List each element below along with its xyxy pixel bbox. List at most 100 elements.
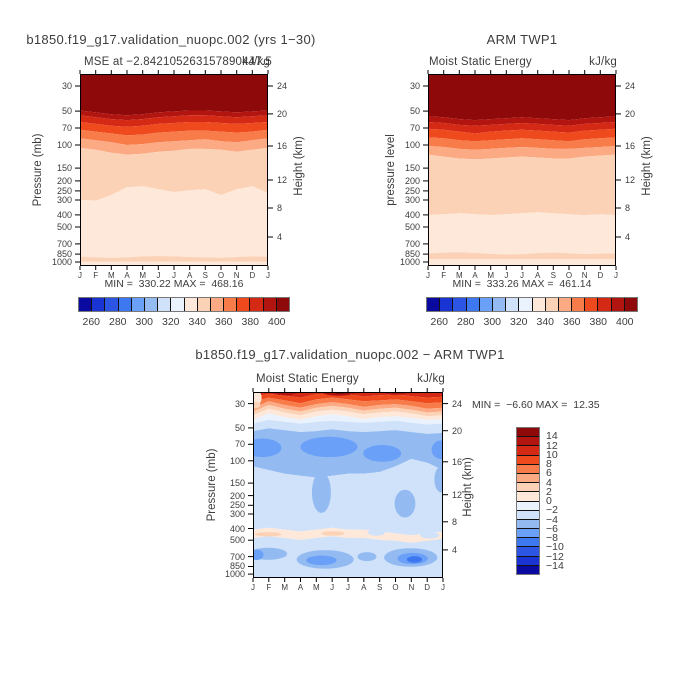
obs-colorbar-cell (465, 298, 479, 311)
model-pressure-tick-label: 150 (56, 163, 72, 174)
obs-panel-title: ARM TWP1 (486, 32, 558, 47)
diff-pressure-tick-label: 500 (229, 535, 245, 546)
model-month-label: S (202, 271, 208, 280)
diff-pressure-tick-label: 400 (229, 523, 245, 534)
obs-colorbar-cell (518, 298, 532, 311)
obs-contour-band (428, 212, 616, 255)
model-colorbar-tick-label: 300 (135, 316, 154, 328)
model-contour-plot (75, 70, 273, 270)
diff-colorbar-tick-label: 8 (546, 458, 552, 470)
obs-month-label: F (441, 271, 447, 280)
diff-month-label: D (424, 583, 431, 592)
model-pressure-tick-label: 30 (61, 81, 72, 91)
diff-month-label: M (312, 583, 320, 592)
model-height-tick-label: 20 (277, 108, 288, 119)
model-contour-band (80, 115, 268, 127)
obs-pressure-tick-label: 700 (404, 238, 420, 249)
diff-colorbar-tick-label: −8 (546, 532, 558, 544)
diff-pressure-tick-label: 200 (229, 490, 245, 501)
diff-contour-blob (394, 489, 416, 518)
diff-month-label: N (408, 583, 415, 592)
diff-contour-band (253, 397, 443, 409)
diff-colorbar-cell (517, 546, 539, 556)
obs-pressure-tick-label: 200 (404, 175, 420, 186)
diff-pressure-tick-label: 300 (229, 509, 245, 520)
diff-colorbar-cell (517, 500, 539, 510)
model-colorbar-cell (170, 298, 184, 311)
obs-colorbar-cell (597, 298, 611, 311)
model-colorbar-tick-label: 320 (161, 316, 180, 328)
diff-contour-band (253, 401, 443, 413)
obs-colorbar-tick-label: 360 (562, 316, 581, 328)
obs-contour-plot (423, 70, 621, 270)
model-panel-title: b1850.f19_g17.validation_nuopc.002 (yrs … (26, 32, 316, 47)
obs-height-tick-label: 4 (625, 232, 631, 242)
model-month-label: J (156, 271, 161, 280)
obs-height-tick-label: 20 (625, 108, 636, 119)
obs-pressure-tick-label: 150 (404, 163, 420, 174)
diff-contour-blob (357, 552, 377, 562)
model-contour-band (80, 261, 268, 266)
diff-month-label: J (251, 583, 255, 592)
obs-contour-band (428, 154, 616, 216)
model-contour-band (80, 74, 268, 116)
obs-colorbar-tick-label: 280 (456, 316, 475, 328)
obs-colorbar-cell (452, 298, 466, 311)
model-month-label: O (217, 271, 225, 280)
diff-colorbar-tick-label: 14 (546, 430, 558, 443)
model-contour-band (80, 186, 268, 258)
model-month-label: F (93, 271, 99, 280)
obs-contour-band (428, 259, 616, 266)
diff-colorbar-cell (517, 482, 539, 492)
model-contour-band (80, 129, 268, 145)
obs-contour-band (428, 128, 616, 142)
diff-colorbar-tick-label: 2 (546, 485, 552, 498)
diff-axis-ticks (248, 388, 448, 582)
obs-pressure-tick-label: 500 (404, 222, 420, 233)
diff-colorbar-cell (517, 472, 539, 483)
model-colorbar-cell (117, 298, 131, 311)
model-contour-fill (80, 74, 268, 266)
obs-colorbar-tick-label: 300 (483, 316, 502, 328)
obs-height-tick-label: 12 (625, 174, 636, 185)
diff-contour-blob (420, 531, 440, 539)
obs-colorbar-cell (623, 298, 637, 311)
diff-contour-band (253, 419, 443, 434)
diff-colorbar-tick-label: −10 (546, 541, 564, 554)
diff-contour-blob (368, 529, 385, 536)
diff-pressure-tick-label: 70 (234, 439, 245, 450)
diff-contour-blob (300, 436, 358, 458)
obs-month-label: J (520, 271, 524, 280)
diff-height-tick-label: 20 (452, 425, 463, 436)
diff-contour-band (253, 408, 443, 420)
diff-contour-band (253, 393, 443, 404)
obs-month-label: J (426, 271, 430, 280)
obs-units-label: kJ/kg (589, 56, 617, 68)
obs-month-label: J (614, 271, 618, 280)
model-minmax-text: MIN = 330.22 MAX = 468.16 (104, 278, 244, 290)
diff-minmax-text: MIN = −6.60 MAX = 12.35 (472, 399, 600, 411)
model-pressure-tick-label: 400 (56, 209, 72, 220)
diff-pressure-tick-label: 850 (229, 561, 245, 572)
diff-colorbar (516, 427, 540, 575)
diff-colorbar-tick-label: −14 (546, 559, 564, 572)
model-height-tick-label: 16 (277, 141, 288, 151)
diff-colorbar-tick-label: −2 (546, 504, 558, 517)
diff-contour-fill (253, 392, 443, 578)
obs-month-label: N (581, 271, 588, 280)
diff-colorbar-cell (517, 537, 539, 547)
model-pressure-tick-label: 850 (56, 249, 72, 260)
model-month-label: M (107, 271, 115, 280)
diff-colorbar-cell (517, 491, 539, 501)
obs-month-label: D (597, 271, 604, 280)
obs-pressure-tick-label: 50 (409, 106, 420, 117)
model-colorbar-cell (79, 298, 92, 311)
obs-contour-band (428, 74, 616, 121)
model-colorbar-tick-label: 280 (108, 316, 127, 328)
obs-colorbar-tick-label: 260 (430, 316, 449, 328)
model-pressure-tick-label: 300 (56, 194, 72, 205)
model-colorbar-cell (209, 298, 224, 311)
obs-month-label: A (472, 271, 478, 280)
model-month-label: A (186, 271, 193, 280)
obs-axis-ticks (423, 70, 621, 270)
